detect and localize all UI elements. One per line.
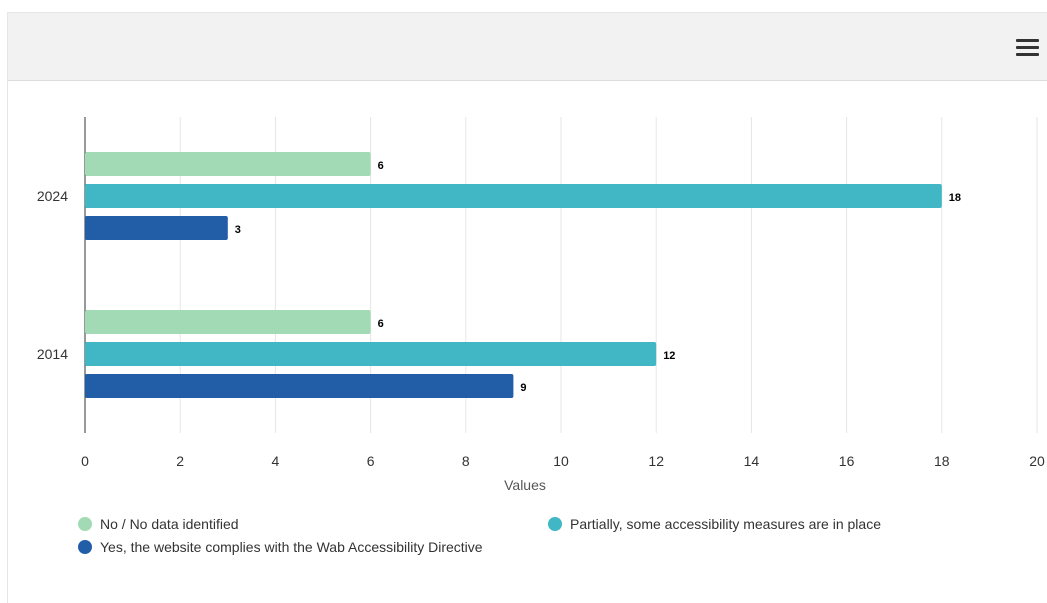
data-label: 12 (663, 350, 675, 362)
legend-marker (78, 540, 92, 554)
legend-item-partially[interactable]: Partially, some accessibility measures a… (548, 516, 881, 532)
legend-marker (78, 517, 92, 531)
y-category-label: 2014 (37, 346, 68, 362)
legend-label: Yes, the website complies with the Wab A… (100, 539, 483, 555)
x-tick-label: 16 (839, 453, 855, 469)
x-tick-label: 4 (272, 453, 280, 469)
chart-toolbar (8, 13, 1047, 81)
bar (85, 374, 514, 398)
legend-label: No / No data identified (100, 516, 239, 532)
data-label: 3 (235, 224, 241, 236)
legend-item-no-data[interactable]: No / No data identified (78, 516, 239, 532)
x-tick-label: 14 (744, 453, 760, 469)
data-label: 6 (378, 318, 384, 330)
bar (85, 152, 371, 176)
x-tick-label: 6 (367, 453, 375, 469)
bar (85, 310, 371, 334)
hamburger-menu-icon[interactable] (1014, 35, 1042, 59)
legend-marker (548, 517, 562, 531)
x-tick-label: 10 (553, 453, 569, 469)
legend-label: Partially, some accessibility measures a… (570, 516, 881, 532)
legend-item-yes-complies[interactable]: Yes, the website complies with the Wab A… (78, 539, 483, 555)
bar (85, 342, 657, 366)
x-tick-label: 20 (1029, 453, 1045, 469)
data-label: 9 (520, 382, 526, 394)
y-category-label: 2024 (37, 188, 68, 204)
bar (85, 216, 228, 240)
x-tick-label: 8 (462, 453, 470, 469)
data-label: 6 (378, 160, 384, 172)
x-axis-title: Values (504, 477, 546, 493)
bar (85, 184, 942, 208)
x-tick-label: 18 (934, 453, 950, 469)
chart-legend: No / No data identified Partially, some … (78, 516, 978, 566)
x-tick-label: 12 (648, 453, 664, 469)
x-tick-label: 2 (176, 453, 184, 469)
x-tick-label: 0 (81, 453, 89, 469)
data-label: 18 (949, 192, 961, 204)
